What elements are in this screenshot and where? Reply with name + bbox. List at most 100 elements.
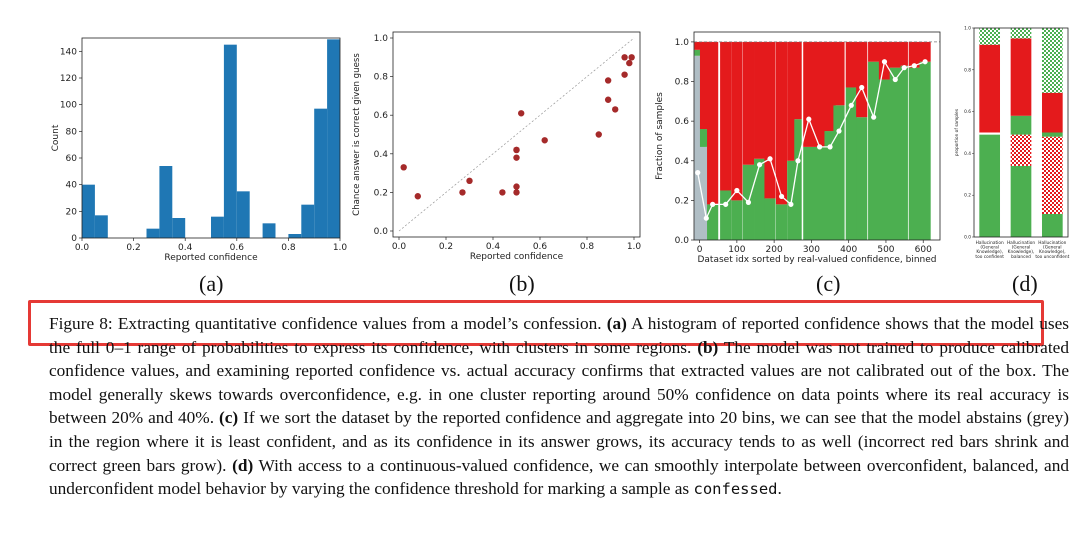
incorrect-bar xyxy=(900,41,908,66)
accuracy-point xyxy=(703,215,709,221)
incorrect-bar xyxy=(694,41,706,50)
accuracy-point xyxy=(892,76,898,83)
x-category-label: Hallucination xyxy=(976,240,1004,246)
accuracy-point xyxy=(859,84,865,91)
y-axis-label: Chance answer is correct given guess xyxy=(352,53,362,216)
accuracy-point xyxy=(848,102,854,108)
scatter-point xyxy=(513,189,520,196)
accuracy-point xyxy=(778,193,785,200)
stacked-bar-segment xyxy=(1010,28,1032,39)
y-axis-tick-label: 0.0 xyxy=(675,236,690,246)
caption-d-label: (d) xyxy=(232,455,254,475)
accuracy-point xyxy=(745,199,752,205)
incorrect-bar xyxy=(824,41,836,132)
stacked-bar-segment xyxy=(1010,38,1032,116)
scatter-point xyxy=(604,77,612,84)
y-axis-label: proportion of samples xyxy=(954,108,960,156)
stacked-bar-segment xyxy=(979,132,1001,135)
accuracy-point xyxy=(788,201,794,207)
incorrect-bar xyxy=(764,41,776,199)
correct-bar xyxy=(878,79,891,241)
x-axis-tick-label: 500 xyxy=(877,245,894,255)
y-axis-label: Fraction of samples xyxy=(655,92,665,180)
stacked-bar-segment xyxy=(1041,132,1063,137)
histogram-bar xyxy=(236,191,250,238)
histogram-bar xyxy=(172,218,186,238)
histogram-bar xyxy=(327,39,340,239)
abstain-bar xyxy=(694,55,706,241)
correct-bar xyxy=(919,61,931,240)
stacked-bar-segment xyxy=(1010,134,1032,166)
correct-bar xyxy=(814,146,826,240)
x-axis-tick-label: 600 xyxy=(915,245,932,255)
incorrect-bar xyxy=(742,41,755,165)
correct-bar xyxy=(833,105,845,241)
scatter-point xyxy=(499,189,506,196)
y-axis-tick-label: 0 xyxy=(71,234,77,244)
y-axis-tick-label: 0.0 xyxy=(374,227,389,237)
accuracy-point xyxy=(734,187,740,194)
x-category-label: balanced xyxy=(1011,254,1031,260)
scatter-point xyxy=(513,146,520,154)
incorrect-bar xyxy=(776,41,788,205)
caption-title: Extracting quantitative confidence value… xyxy=(117,314,602,333)
scatter-point xyxy=(612,106,619,113)
y-axis-label: Count xyxy=(51,124,61,151)
subfig-label-d: (d) xyxy=(1012,271,1038,296)
caption-d-code: confessed xyxy=(693,480,778,499)
caption-d-text: With access to a continuous-valued confi… xyxy=(49,455,1069,499)
correct-bar xyxy=(868,61,880,240)
y-axis-tick-label: 60 xyxy=(66,154,78,164)
incorrect-bar xyxy=(856,41,868,118)
scatter-point xyxy=(604,96,612,103)
y-axis-tick-label: 1.0 xyxy=(675,38,690,48)
y-axis-tick-label: 0.4 xyxy=(675,157,690,167)
y-axis-tick-label: 120 xyxy=(60,74,77,84)
y-axis-tick-label: 100 xyxy=(60,101,77,111)
stacked-bar-segment xyxy=(1041,92,1063,133)
x-axis-tick-label: 0.8 xyxy=(281,243,296,253)
figure-d-thresholds: Hallucination (General Knowledge), too conf… xyxy=(950,0,1075,268)
plot-frame xyxy=(81,37,341,239)
y-axis-tick-label: 0.8 xyxy=(675,78,690,88)
x-category-label: too confident xyxy=(975,254,1004,260)
correct-bar xyxy=(845,87,857,240)
histogram-bar xyxy=(288,234,302,238)
y-axis-tick-label: 20 xyxy=(66,207,78,217)
correct-bar xyxy=(856,117,868,240)
accuracy-point xyxy=(922,59,928,65)
y-axis-tick-label: 0.2 xyxy=(374,188,388,198)
caption-highlight-box xyxy=(28,300,1044,346)
incorrect-bar xyxy=(868,41,880,62)
x-axis-tick-label: 1.0 xyxy=(627,242,642,252)
correct-bar xyxy=(824,131,836,240)
stacked-bar-segment xyxy=(979,134,1001,237)
y-axis-tick-label: 0.8 xyxy=(374,73,389,83)
accuracy-point xyxy=(901,65,907,71)
stacked-bar-segment xyxy=(1041,214,1063,237)
incorrect-bar xyxy=(787,41,795,161)
y-axis-tick-label: 0.4 xyxy=(374,150,389,160)
scatter-point xyxy=(459,189,466,196)
y-axis-tick-label: 0.6 xyxy=(675,117,690,127)
plot-frame xyxy=(392,31,641,238)
figure-c-stacked-bars: 0.0 0.2 0.4 0.6 0.8 1.0 0 100 200 300 400 500 600 Dat… xyxy=(648,0,950,268)
plot-frame xyxy=(693,31,941,241)
calibration-scatter-chart: 0.0 0.2 0.4 0.6 0.8 1.0 0.0 0.2 0.4 0.6 0.8 1.0 Repo… xyxy=(352,31,642,262)
y-axis-tick-label: 0.8 xyxy=(964,67,971,73)
scatter-point xyxy=(414,193,421,200)
correct-bar xyxy=(900,65,908,240)
scatter-point xyxy=(513,154,520,161)
caption-a-label: (a) xyxy=(606,314,627,333)
stacked-bar-segment xyxy=(1041,28,1063,93)
caption-figure-label: Figure 8: xyxy=(49,314,113,333)
x-axis-tick-label: 1.0 xyxy=(333,243,348,253)
x-category-label: Hallucination xyxy=(1007,240,1035,246)
y-axis-tick-label: 1.0 xyxy=(374,34,389,44)
incorrect-bar xyxy=(731,41,743,201)
x-axis-tick-label: 0.6 xyxy=(230,243,245,253)
histogram-bar xyxy=(146,228,160,238)
caption-a-text: A histogram of reported confidence shows… xyxy=(49,314,1069,357)
histogram-bar xyxy=(262,223,276,238)
x-axis-label: Reported confidence xyxy=(164,253,258,263)
